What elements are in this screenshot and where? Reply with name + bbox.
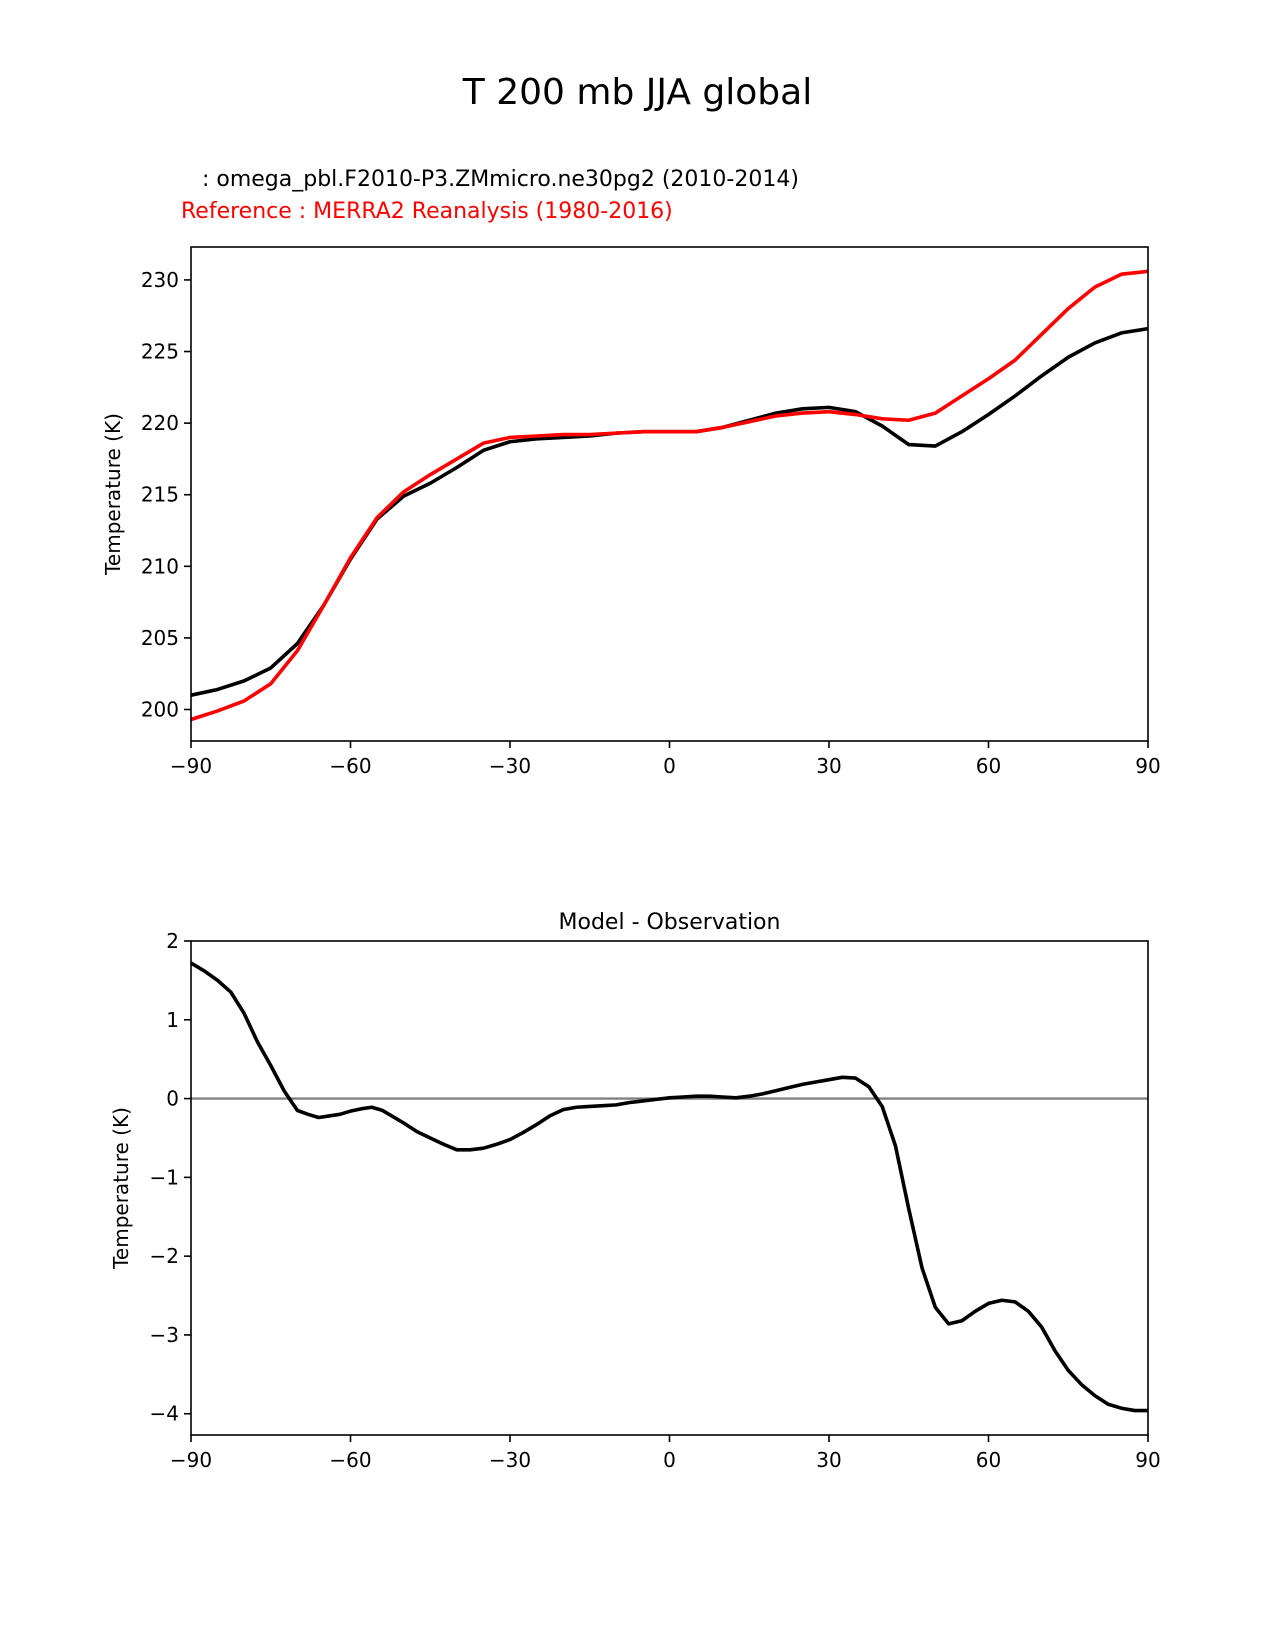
top-ytick-label: 220 xyxy=(141,411,179,435)
bottom-ytick-label: 2 xyxy=(166,929,179,953)
top-xtick-label: 0 xyxy=(663,754,676,778)
bottom-panel-difference: Model - Observation −90 −60 −30 0 30 60 90 −4 −3 −… xyxy=(109,910,1161,1472)
bottom-xtick-label: −60 xyxy=(329,1448,371,1472)
top-reference-line xyxy=(190,269,1149,722)
bottom-xtick-label: −30 xyxy=(489,1448,531,1472)
test-case-label: : omega_pbl.F2010-P3.ZMmicro.ne30pg2 (20… xyxy=(181,167,799,192)
bottom-ytick-label: −1 xyxy=(150,1165,179,1189)
bottom-xtick-label: 90 xyxy=(1135,1448,1160,1472)
top-ytick-label: 225 xyxy=(141,340,179,364)
bottom-xtick-label: 0 xyxy=(663,1448,676,1472)
top-ytick-label: 230 xyxy=(141,268,179,292)
top-xtick-label: 60 xyxy=(976,754,1001,778)
bottom-ytick-label: 0 xyxy=(166,1087,179,1111)
top-xtick-label: −90 xyxy=(170,754,212,778)
bottom-ytick-label: −4 xyxy=(150,1402,179,1426)
reference-label: Reference : MERRA2 Reanalysis (1980-2016… xyxy=(181,199,673,224)
top-xtick-label: −60 xyxy=(329,754,371,778)
bottom-xtick-label: 30 xyxy=(816,1448,841,1472)
top-panel-climatology: −90 −60 −30 0 30 60 90 200 205 210 215 220 225 230 Tem… xyxy=(101,246,1161,778)
bottom-ytick-label: −3 xyxy=(150,1323,179,1347)
top-axes-frame xyxy=(190,246,1149,742)
top-ylabel: Temperature (K) xyxy=(101,413,125,576)
bottom-ytick-label: 1 xyxy=(166,1008,179,1032)
top-ytick-label: 215 xyxy=(141,483,179,507)
top-xtick-label: 90 xyxy=(1135,754,1160,778)
top-xtick-label: −30 xyxy=(489,754,531,778)
top-xtick-label: 30 xyxy=(816,754,841,778)
top-ytick-label: 205 xyxy=(141,626,179,650)
bottom-ytick-label: −2 xyxy=(150,1244,179,1268)
figure-title: T 200 mb JJA global xyxy=(462,72,813,113)
bottom-xtick-label: −90 xyxy=(170,1448,212,1472)
top-ytick-label: 210 xyxy=(141,554,179,578)
top-ytick-label: 200 xyxy=(141,697,179,721)
bottom-xtick-label: 60 xyxy=(976,1448,1001,1472)
bottom-axes-frame xyxy=(190,940,1149,1436)
bottom-model-line xyxy=(190,961,1148,1413)
top-model-line xyxy=(190,326,1149,697)
bottom-title: Model - Observation xyxy=(559,910,781,935)
bottom-ylabel: Temperature (K) xyxy=(109,1107,133,1270)
